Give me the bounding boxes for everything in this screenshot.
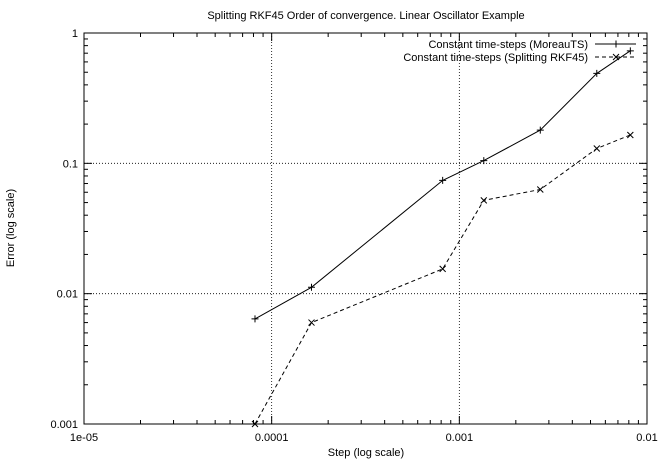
series-line-1 [254,50,631,320]
y-tick-label: 0.001 [50,419,78,431]
legend-marker-rkf45 [612,53,620,61]
x-tick-label: 0.01 [636,432,657,444]
grid-lines [84,33,647,424]
y-tick-label: 0.1 [63,158,78,170]
x-tick-label: 0.001 [446,432,474,444]
y-tick-labels: 0.001 0.01 0.1 1 [50,28,78,431]
series-1-point [480,157,488,165]
series-2-point [251,420,259,428]
series-1-point [251,315,259,323]
axis-ticks [83,32,648,425]
series-2-point [536,186,544,193]
series-2-point [308,319,315,326]
x-tick-labels: 1e-05 0.0001 0.001 0.01 [70,432,658,444]
series-1-point [536,126,544,134]
legend-marker-moreau [612,40,620,48]
series-2-point [626,131,634,139]
series-1-point [626,47,634,55]
legend: Constant time-steps (MoreauTS) Constant … [403,39,636,64]
series-1-point [307,283,315,291]
series-2-point [480,196,488,204]
x-tick-label: 0.0001 [255,432,289,444]
legend-label-rkf45: Constant time-steps (Splitting RKF45) [403,52,588,64]
series-2-point [593,145,601,152]
series-1-point [593,69,601,77]
plot-frame [83,32,648,425]
chart-title: Splitting RKF45 Order of convergence. Li… [207,10,524,22]
y-axis-label: Error (log scale) [5,189,17,267]
y-tick-label: 1 [72,28,78,40]
series-1-point [439,176,447,184]
y-tick-label: 0.01 [57,289,78,301]
x-tick-label: 1e-05 [70,432,98,444]
series-2-point [439,265,447,273]
legend-label-moreau: Constant time-steps (MoreauTS) [428,39,588,51]
series-layer [251,47,634,428]
x-axis-label: Step (log scale) [328,447,404,459]
